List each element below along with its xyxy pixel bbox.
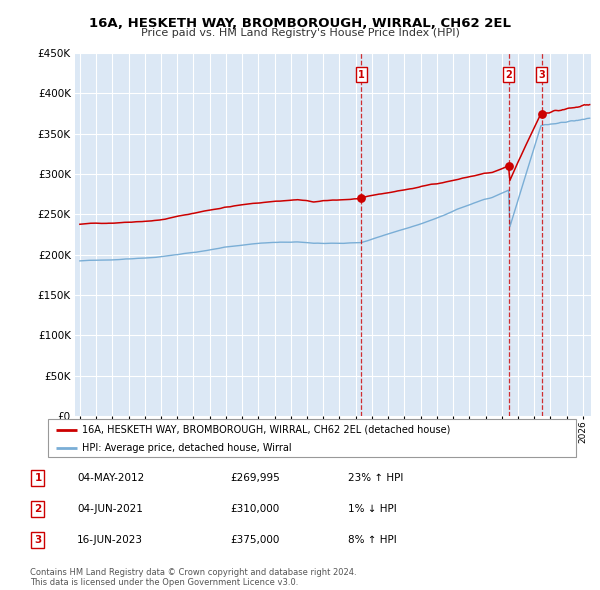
Text: Contains HM Land Registry data © Crown copyright and database right 2024.
This d: Contains HM Land Registry data © Crown c…	[30, 568, 356, 587]
Point	[356, 194, 366, 203]
Text: 04-MAY-2012: 04-MAY-2012	[77, 473, 144, 483]
Text: 3: 3	[34, 535, 41, 545]
Text: HPI: Average price, detached house, Wirral: HPI: Average price, detached house, Wirr…	[82, 442, 292, 453]
Text: 2: 2	[505, 70, 512, 80]
Text: 3: 3	[538, 70, 545, 80]
Text: 1: 1	[358, 70, 365, 80]
Text: 16A, HESKETH WAY, BROMBOROUGH, WIRRAL, CH62 2EL (detached house): 16A, HESKETH WAY, BROMBOROUGH, WIRRAL, C…	[82, 425, 451, 435]
Bar	[361, 53, 591, 416]
Text: £269,995: £269,995	[230, 473, 280, 483]
Text: 16A, HESKETH WAY, BROMBOROUGH, WIRRAL, CH62 2EL: 16A, HESKETH WAY, BROMBOROUGH, WIRRAL, C…	[89, 17, 511, 30]
Text: £310,000: £310,000	[230, 504, 280, 514]
Point	[537, 109, 547, 119]
Text: 2: 2	[34, 504, 41, 514]
Text: 1% ↓ HPI: 1% ↓ HPI	[347, 504, 397, 514]
Text: 23% ↑ HPI: 23% ↑ HPI	[347, 473, 403, 483]
Text: 16-JUN-2023: 16-JUN-2023	[77, 535, 143, 545]
Text: 04-JUN-2021: 04-JUN-2021	[77, 504, 143, 514]
Text: 1: 1	[34, 473, 41, 483]
Text: Price paid vs. HM Land Registry's House Price Index (HPI): Price paid vs. HM Land Registry's House …	[140, 28, 460, 38]
Text: 8% ↑ HPI: 8% ↑ HPI	[347, 535, 397, 545]
Text: £375,000: £375,000	[230, 535, 280, 545]
Point	[504, 161, 514, 171]
